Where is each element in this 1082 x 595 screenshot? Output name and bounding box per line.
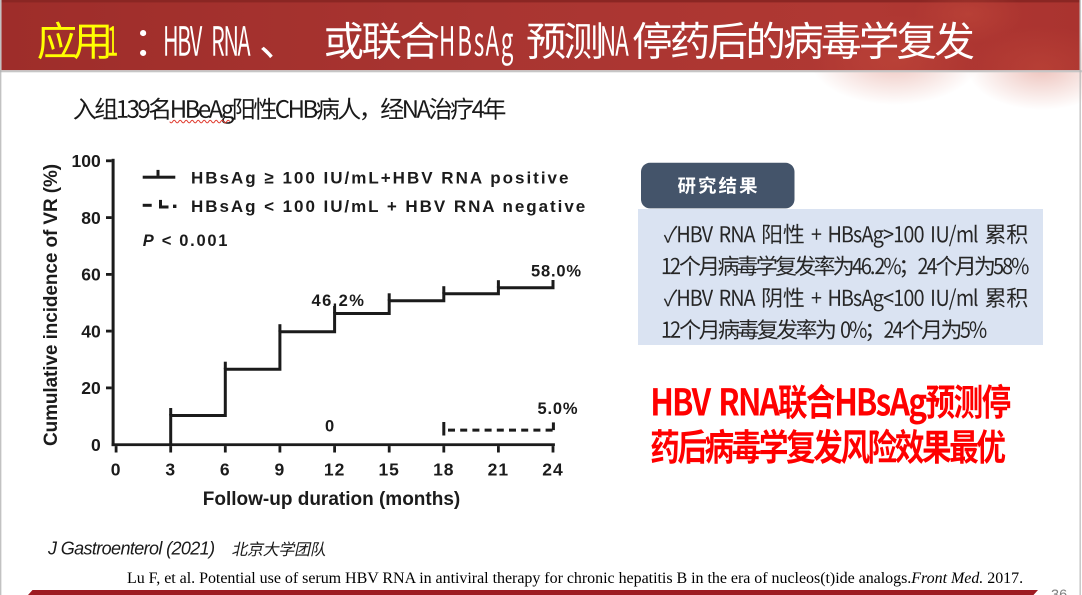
svg-text:J Gastroenterol (2021): J Gastroenterol (2021) [47, 539, 214, 559]
svg-text:40: 40 [81, 321, 101, 341]
svg-text:HBsAg < 100 IU/mL + HBV RNA ne: HBsAg < 100 IU/mL + HBV RNA negative [191, 197, 587, 216]
svg-text:6: 6 [220, 459, 231, 479]
svg-text:3: 3 [165, 459, 176, 479]
svg-text:80: 80 [81, 208, 101, 228]
svg-text:58.0%: 58.0% [531, 263, 582, 281]
svg-text:Lu F, et al. Potential use of: Lu F, et al. Potential use of serum HBV … [127, 570, 1023, 587]
svg-text:100: 100 [71, 151, 100, 171]
svg-text:Cumulative incidence of VR (%): Cumulative incidence of VR (%) [41, 164, 62, 446]
svg-text:Follow-up duration (months): Follow-up duration (months) [203, 489, 461, 510]
svg-text:46.2%: 46.2% [312, 292, 366, 310]
svg-text:9: 9 [275, 459, 286, 479]
svg-text:15: 15 [378, 459, 399, 479]
svg-text:36: 36 [1051, 588, 1067, 595]
svg-text:0: 0 [91, 435, 101, 455]
svg-text:21: 21 [488, 459, 509, 479]
svg-text:12: 12 [324, 459, 345, 479]
svg-text:20: 20 [81, 378, 101, 398]
svg-text:0: 0 [111, 459, 122, 479]
svg-text:18: 18 [433, 459, 454, 479]
svg-text:24: 24 [542, 459, 563, 479]
svg-text:60: 60 [81, 265, 101, 285]
svg-text:0: 0 [325, 418, 334, 436]
svg-text:HBsAg ≥ 100 IU/mL+HBV RNA posi: HBsAg ≥ 100 IU/mL+HBV RNA positive [191, 169, 570, 188]
svg-text:5.0%: 5.0% [538, 400, 579, 418]
svg-text:P < 0.001: P < 0.001 [143, 232, 229, 250]
